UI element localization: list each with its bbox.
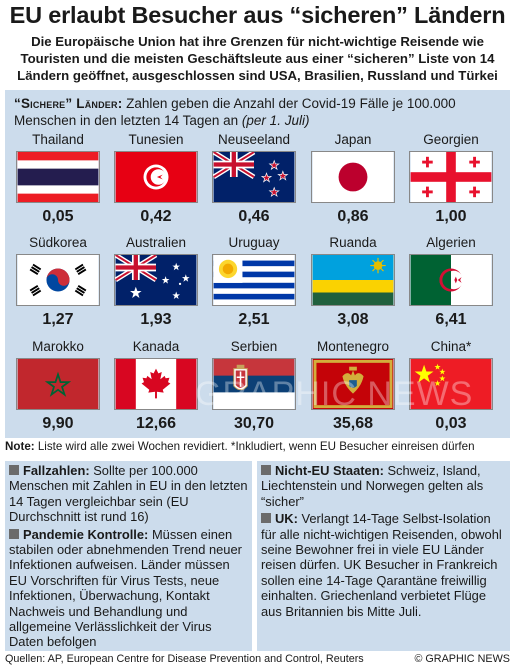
case-numbers-text: Sollte per 100.000 Menschen mit Zahlen i… <box>9 463 248 525</box>
country-ruanda: Ruanda 3,08 <box>305 235 401 329</box>
uk-paragraph: UK: Verlangt 14-Tage Selbst-Isolation fü… <box>257 509 510 619</box>
country-value: 0,86 <box>337 208 369 225</box>
page-subtitle: Die Europäische Union hat ihre Grenzen f… <box>17 34 498 83</box>
country-suedkorea: Südkorea 1,27 <box>10 235 106 329</box>
country-name: Marokko <box>32 339 84 354</box>
country-thailand: Thailand 0,05 <box>10 132 106 226</box>
georgia-flag-icon <box>409 151 493 203</box>
bullet-square-icon <box>261 513 271 524</box>
countries-panel: “Sichere” Länder: Zahlen geben die Anzah… <box>5 90 510 438</box>
australia-flag-icon <box>114 254 198 306</box>
canada-flag-icon <box>114 358 198 410</box>
country-algerien: Algerien 6,41 <box>403 235 499 329</box>
case-numbers-paragraph: Fallzahlen: Sollte per 100.000 Menschen … <box>5 461 252 525</box>
criteria-box: Fallzahlen: Sollte per 100.000 Menschen … <box>5 461 252 651</box>
country-name: Tunesien <box>128 132 184 147</box>
country-name: Uruguay <box>228 235 280 250</box>
country-name: Japan <box>334 132 372 147</box>
pandemic-control-text: Müssen einen stabilen oder abnehmenden T… <box>9 526 242 650</box>
montenegro-flag-icon <box>311 358 395 410</box>
country-value: 1,93 <box>140 311 172 328</box>
country-value: 12,66 <box>135 415 177 432</box>
country-name: Georgien <box>423 132 479 147</box>
pandemic-control-heading: Pandemie Kontrolle: <box>23 526 149 542</box>
note-label: Note: <box>5 440 35 453</box>
non-eu-paragraph: Nicht-EU Staaten: Schweiz, Island, Liech… <box>257 461 510 509</box>
intro-date: (per 1. Juli) <box>241 113 310 128</box>
country-georgien: Georgien 1,00 <box>403 132 499 226</box>
bullet-square-icon <box>9 465 19 475</box>
intro-text: “Sichere” Länder: Zahlen geben die Anzah… <box>14 95 504 129</box>
algeria-flag-icon <box>409 254 493 306</box>
country-japan: Japan 0,86 <box>305 132 401 226</box>
rwanda-flag-icon <box>311 254 395 306</box>
country-value: 35,68 <box>332 415 374 432</box>
country-montenegro: Montenegro 35,68 <box>305 339 401 433</box>
page-title: EU erlaubt Besucher aus “sicheren” Lände… <box>9 2 506 28</box>
south-korea-flag-icon <box>16 254 100 306</box>
country-value: 1,00 <box>435 208 467 225</box>
non-eu-text: Schweiz, Island, Liechtenstein und Norwe… <box>261 463 484 509</box>
country-name: Thailand <box>32 132 84 147</box>
country-name: China* <box>430 339 472 354</box>
uruguay-flag-icon <box>212 254 296 306</box>
country-value: 2,51 <box>238 311 270 328</box>
note-text: Note: Liste wird alle zwei Wochen revidi… <box>5 440 515 454</box>
china-flag-icon <box>409 358 493 410</box>
bullet-square-icon <box>261 465 271 475</box>
country-serbien: Serbien 30,70 <box>206 339 302 433</box>
sources-text: Quellen: AP, European Centre for Disease… <box>5 653 364 665</box>
country-value: 0,42 <box>140 208 172 225</box>
copyright-text: © GRAPHIC NEWS <box>414 653 510 665</box>
country-marokko: Marokko 9,90 <box>10 339 106 433</box>
uk-heading: UK: <box>275 511 298 527</box>
intro-header: “Sichere” Länder: <box>14 96 123 111</box>
country-name: Serbien <box>230 339 278 354</box>
country-name: Algerien <box>426 235 476 250</box>
country-australien: Australien 1,93 <box>108 235 204 329</box>
serbia-flag-icon <box>212 358 296 410</box>
country-name: Kanada <box>132 339 180 354</box>
country-neuseeland: Neuseeland 0,46 <box>206 132 302 226</box>
country-name: Neuseeland <box>217 132 291 147</box>
country-tunesien: Tunesien 0,42 <box>108 132 204 226</box>
country-kanada: Kanada 12,66 <box>108 339 204 433</box>
country-value: 0,05 <box>42 208 74 225</box>
intro-body: Zahlen geben die Anzahl der Covid-19 Fäl… <box>14 96 456 128</box>
country-value: 9,90 <box>42 415 74 432</box>
thailand-flag-icon <box>16 151 100 203</box>
country-china: China* 0,03 <box>403 339 499 433</box>
non-eu-box: Nicht-EU Staaten: Schweiz, Island, Liech… <box>257 461 510 651</box>
morocco-flag-icon <box>16 358 100 410</box>
country-name: Montenegro <box>316 339 390 354</box>
tunisia-flag-icon <box>114 151 198 203</box>
note-body: Liste wird alle zwei Wochen revidiert. *… <box>34 440 475 453</box>
uk-text: Verlangt 14-Tage Selbst-Isolation für al… <box>261 511 502 619</box>
country-value: 30,70 <box>233 415 275 432</box>
bullet-square-icon <box>9 528 19 539</box>
country-uruguay: Uruguay 2,51 <box>206 235 302 329</box>
country-value: 3,08 <box>337 311 369 328</box>
country-value: 0,03 <box>435 415 467 432</box>
pandemic-control-paragraph: Pandemie Kontrolle: Müssen einen stabile… <box>5 525 252 650</box>
country-name: Australien <box>125 235 187 250</box>
non-eu-heading: Nicht-EU Staaten: <box>275 463 384 478</box>
country-value: 1,27 <box>42 311 74 328</box>
country-value: 0,46 <box>238 208 270 225</box>
country-value: 6,41 <box>435 311 467 328</box>
new-zealand-flag-icon <box>212 151 296 203</box>
case-numbers-heading: Fallzahlen: <box>23 463 90 478</box>
japan-flag-icon <box>311 151 395 203</box>
country-name: Südkorea <box>29 235 87 250</box>
country-name: Ruanda <box>329 235 377 250</box>
